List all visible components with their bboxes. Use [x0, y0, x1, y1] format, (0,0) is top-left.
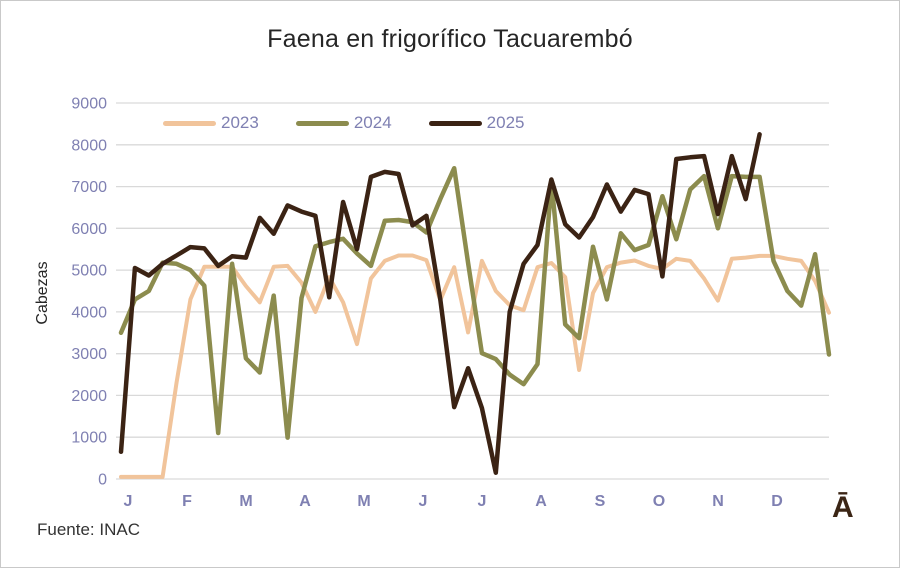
source-note: Fuente: INAC — [37, 520, 140, 539]
legend-label-2023: 2023 — [221, 113, 259, 132]
x-tick-label: N — [712, 493, 724, 510]
x-tick-label: D — [771, 493, 783, 510]
y-tick-label: 6000 — [71, 221, 107, 238]
x-tick-label: J — [419, 493, 428, 510]
x-tick-label: J — [478, 493, 487, 510]
chart-title: Faena en frigorífico Tacuarembó — [267, 25, 633, 53]
x-tick-label: F — [182, 493, 192, 510]
x-tick-label: A — [535, 493, 547, 510]
legend: 2023 2024 2025 — [163, 113, 524, 133]
series-line-2025 — [118, 132, 762, 475]
y-tick-label: 0 — [98, 472, 107, 489]
y-tick-label: 1000 — [71, 430, 107, 447]
series-line-2024 — [118, 165, 832, 440]
y-axis-title: Cabezas — [34, 261, 51, 324]
legend-swatch-2023 — [163, 120, 216, 126]
y-tick-label: 8000 — [71, 137, 107, 154]
x-tick-label: M — [239, 493, 252, 510]
x-tick-label: O — [653, 493, 665, 510]
y-tick-label: 5000 — [71, 263, 107, 280]
y-tick-label: 3000 — [71, 346, 107, 363]
y-tick-label: 4000 — [71, 304, 107, 321]
legend-swatch-2024 — [295, 120, 349, 126]
x-tick-label: M — [357, 493, 370, 510]
series-line-2023 — [119, 253, 831, 479]
y-tick-label: 2000 — [71, 388, 107, 405]
y-tick-label: 7000 — [71, 179, 107, 196]
x-tick-label: S — [595, 493, 606, 510]
data-series-lines — [118, 132, 832, 479]
x-tick-label: A — [299, 493, 311, 510]
x-tick-label: J — [124, 493, 133, 510]
y-tick-label: 9000 — [71, 96, 107, 113]
legend-item-2023: 2023 — [163, 113, 259, 133]
legend-label-2025: 2025 — [486, 113, 525, 132]
y-axis-tick-labels: 0 1000 2000 3000 4000 5000 6000 7000 8000 9000 — [71, 96, 107, 489]
legend-label-2024: 2024 — [353, 113, 392, 132]
legend-item-2024: 2024 — [295, 113, 392, 133]
legend-item-2025: 2025 — [428, 113, 525, 133]
axis-annotation: Ā — [832, 491, 854, 524]
gridlines — [116, 102, 829, 480]
legend-swatch-2025 — [428, 120, 482, 126]
